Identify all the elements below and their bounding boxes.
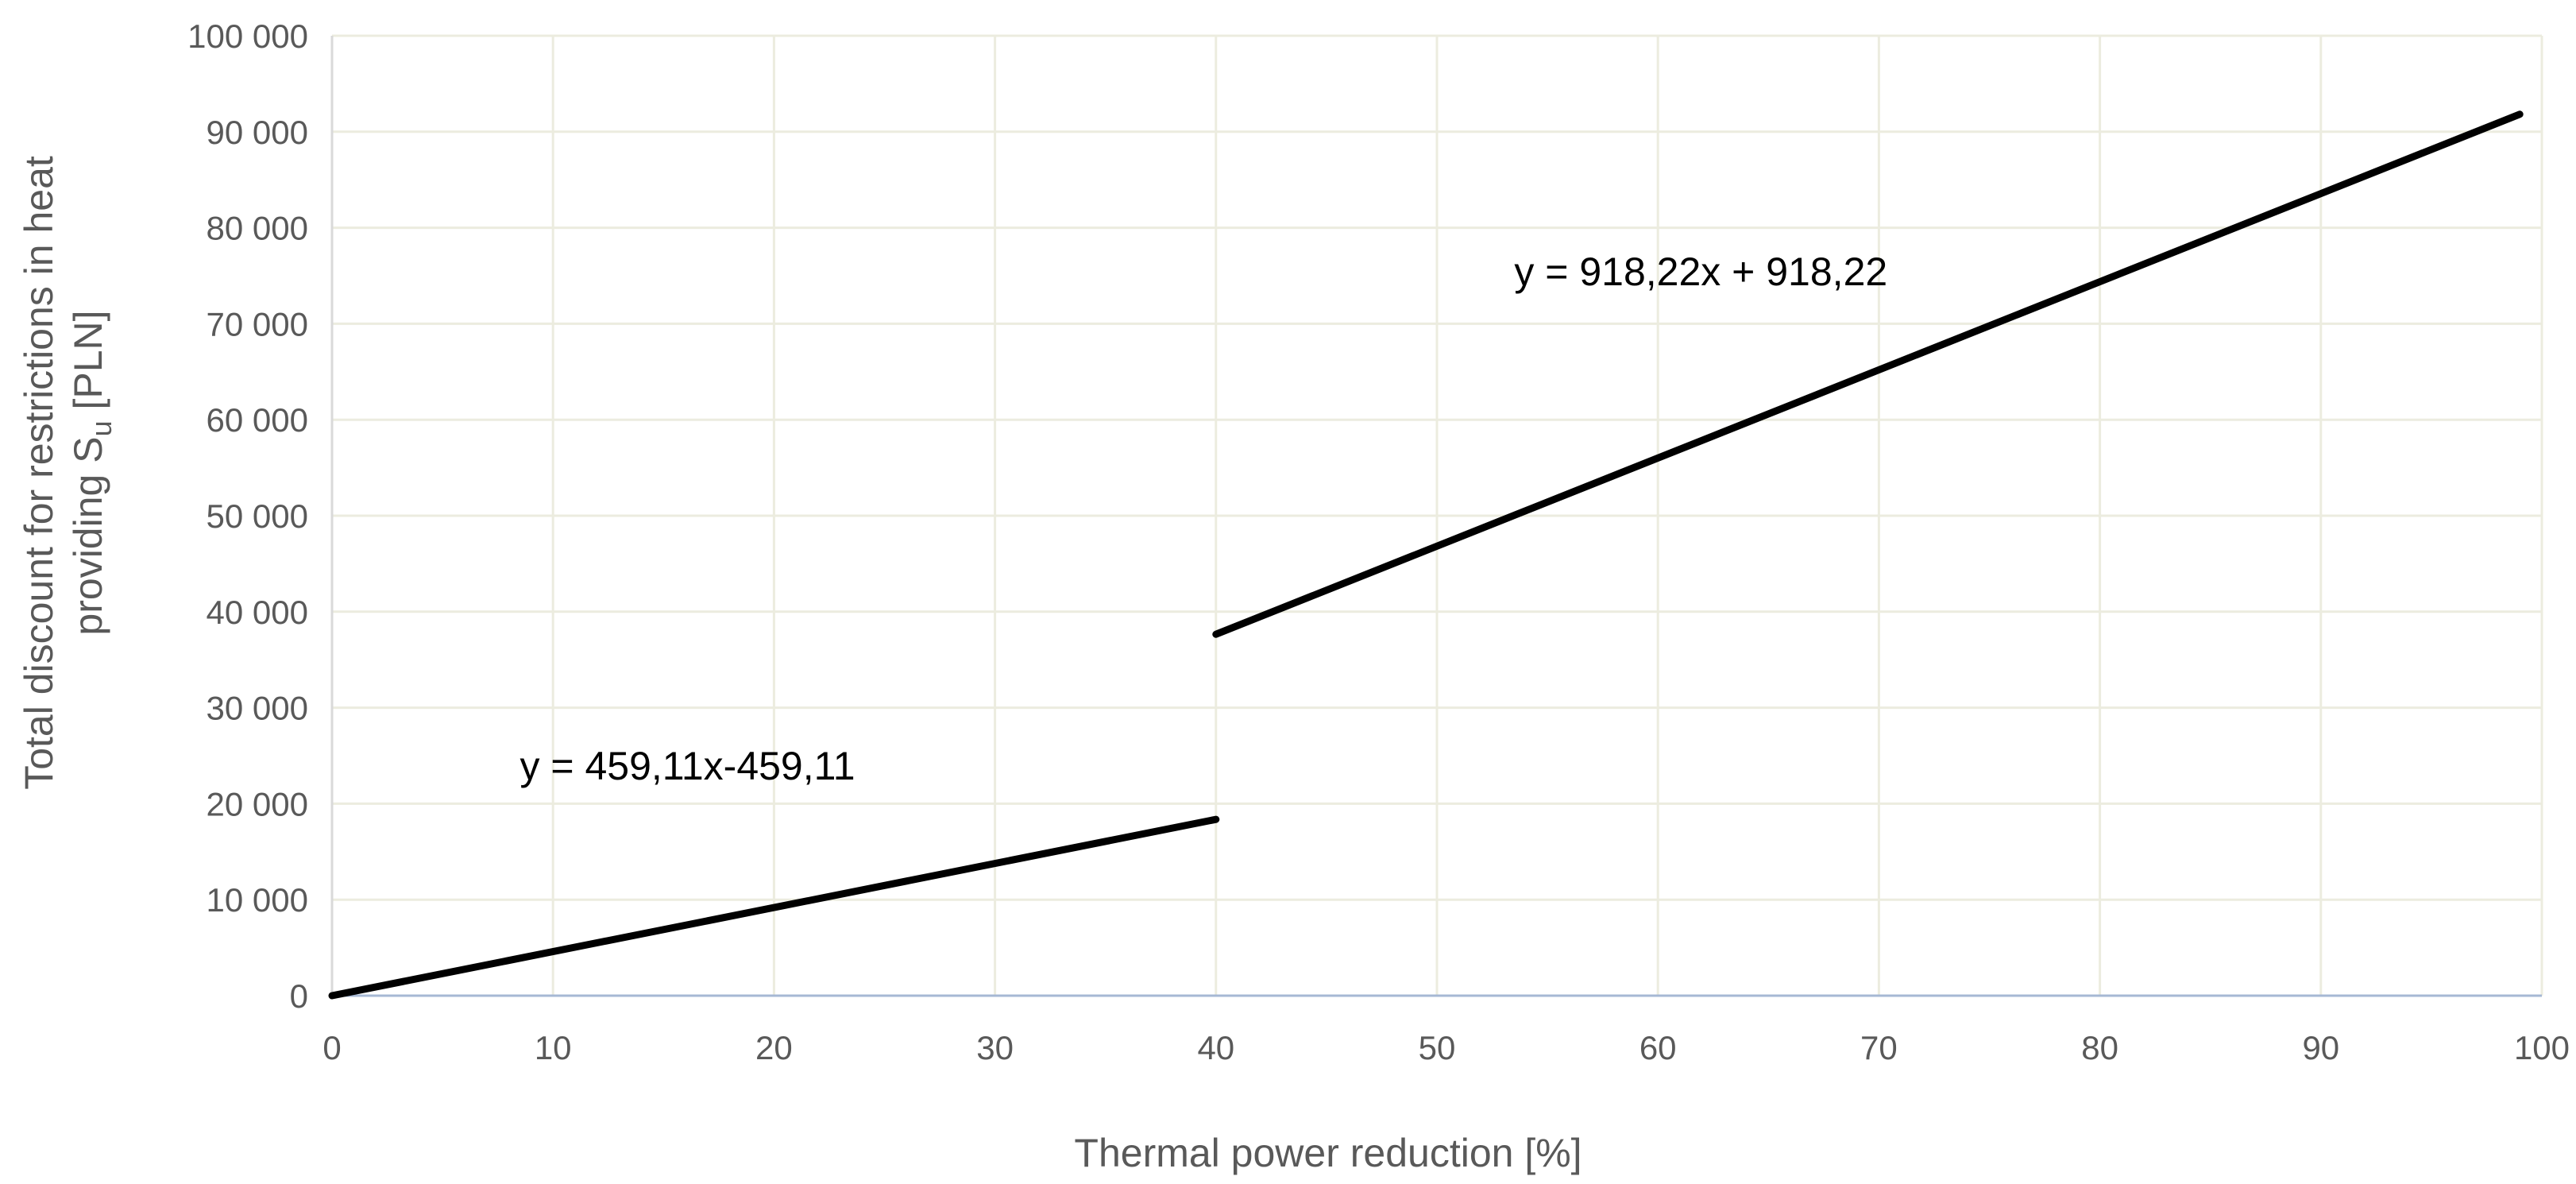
y-tick-label: 10 000 — [207, 881, 308, 919]
y-tick-label: 80 000 — [207, 210, 308, 247]
x-tick-label: 50 — [1419, 1029, 1456, 1066]
x-tick-label: 30 — [976, 1029, 1014, 1066]
y-axis-title-subscript: u — [85, 420, 118, 436]
equation-annotation: y = 918,22x + 918,22 — [1514, 250, 1887, 294]
tick-layer: 0 10 20 30 40 50 60 70 80 90 100 0 10 000 20 000 30 00… — [187, 17, 2570, 1066]
axis-layer — [330, 36, 2542, 997]
y-axis-title-line2: providing Su [PLN] — [66, 310, 118, 635]
y-tick-label: 20 000 — [207, 785, 308, 822]
grid-layer — [332, 34, 2543, 996]
y-axis-title-line2-text: providing S — [66, 436, 110, 635]
x-tick-label: 90 — [2302, 1029, 2339, 1066]
y-tick-label: 60 000 — [207, 401, 308, 439]
y-axis-title-line1: Total discount for restrictions in heat — [17, 156, 61, 790]
x-tick-label: 0 — [322, 1029, 341, 1066]
y-tick-label: 70 000 — [207, 305, 308, 342]
x-tick-label: 70 — [1860, 1029, 1898, 1066]
y-tick-label: 100 000 — [187, 17, 308, 55]
annotation-layer: y = 459,11x-459,11 y = 918,22x + 918,22 — [519, 250, 1887, 788]
y-tick-label: 30 000 — [207, 690, 308, 727]
x-tick-label: 80 — [2081, 1029, 2118, 1066]
series-line-segment-2 — [1212, 110, 2524, 638]
y-axis-title-second-line: providing Su [PLN] — [66, 310, 118, 635]
x-tick-label: 40 — [1197, 1029, 1234, 1066]
x-tick-label: 100 — [2514, 1029, 2570, 1066]
x-tick-label: 20 — [755, 1029, 793, 1066]
y-tick-label: 0 — [290, 977, 308, 1015]
y-axis-title: Total discount for restrictions in heat — [17, 156, 61, 790]
y-tick-label: 40 000 — [207, 594, 308, 631]
y-tick-label: 90 000 — [207, 114, 308, 151]
equation-annotation: y = 459,11x-459,11 — [519, 744, 855, 788]
series-line-segment-1 — [328, 815, 1220, 1000]
x-tick-label: 60 — [1639, 1029, 1677, 1066]
y-tick-label: 50 000 — [207, 497, 308, 535]
x-tick-label: 10 — [535, 1029, 572, 1066]
x-axis-title: Thermal power reduction [%] — [1074, 1131, 1582, 1175]
series-layer — [328, 110, 2524, 1000]
y-axis-title-unit: [PLN] — [66, 310, 110, 420]
